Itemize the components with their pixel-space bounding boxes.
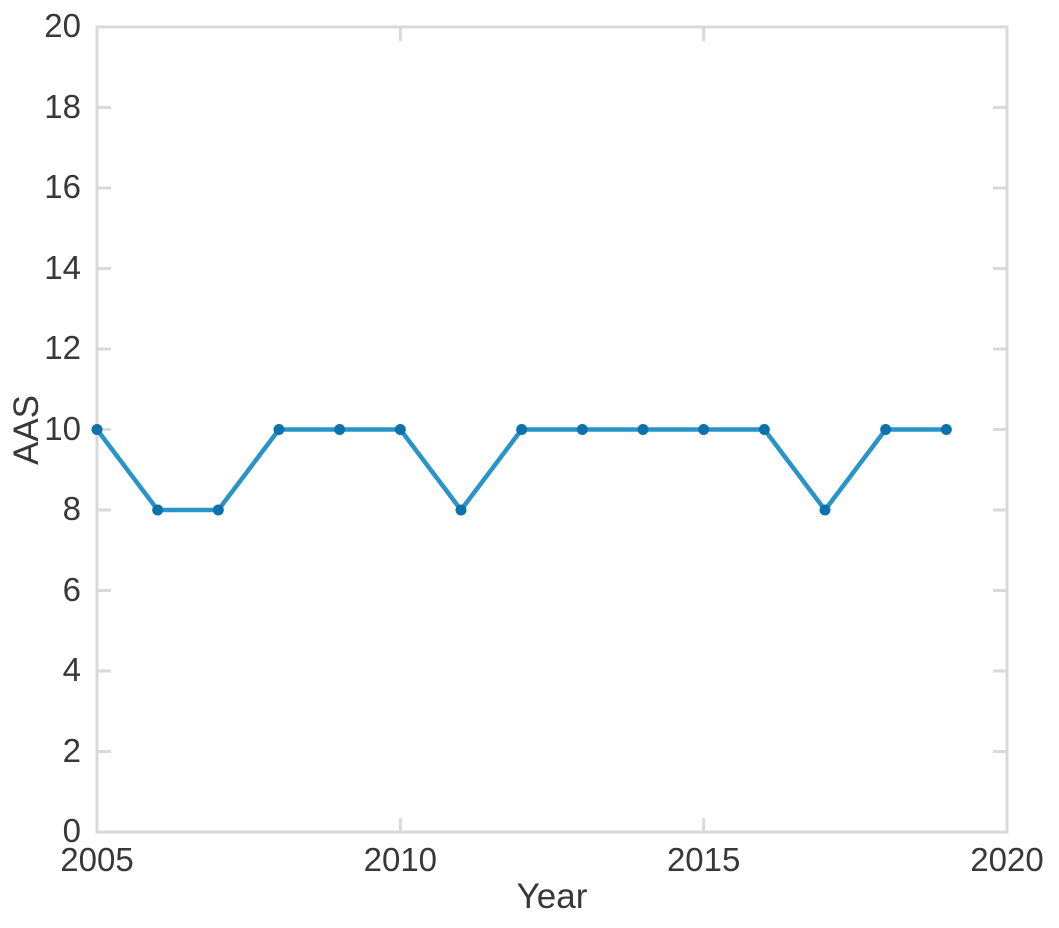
data-point-marker	[152, 504, 164, 516]
data-point-marker	[758, 424, 770, 435]
y-axis-label: AAS	[7, 394, 46, 466]
data-point-marker	[880, 424, 892, 435]
data-point-marker	[212, 504, 224, 516]
y-tick-label: 2	[62, 731, 81, 769]
y-tick-label: 12	[44, 329, 81, 367]
x-tick-label: 2015	[666, 841, 741, 878]
y-axis-tick-labels: 0 2 4 6 8 10 12 14 16 18 20	[0, 0, 81, 928]
data-point-marker	[91, 424, 103, 435]
x-tick-label: 2005	[60, 841, 134, 878]
data-point-marker	[334, 424, 346, 435]
x-axis-label: Year	[516, 877, 588, 916]
y-tick-label: 16	[44, 168, 81, 206]
data-point-marker	[698, 424, 710, 435]
y-tick-label: 6	[62, 570, 81, 608]
x-axis-tick-labels: 2005 2010 2015 2020	[0, 841, 1059, 883]
y-tick-label: 10	[44, 409, 81, 447]
data-point-marker	[394, 424, 406, 435]
y-tick-label: 18	[44, 87, 81, 125]
y-tick-label: 4	[62, 651, 81, 689]
y-tick-label: 14	[44, 248, 81, 286]
y-tick-label: 20	[44, 7, 81, 45]
data-point-marker	[516, 424, 528, 435]
data-point-marker	[455, 504, 467, 516]
y-tick-label: 8	[62, 490, 81, 528]
x-tick-label: 2010	[363, 841, 438, 878]
data-point-marker	[273, 424, 285, 435]
data-point-marker	[940, 424, 952, 435]
data-point-marker	[819, 504, 831, 516]
data-point-marker	[576, 424, 588, 435]
y-tick-label: 0	[62, 812, 81, 850]
data-point-marker	[637, 424, 649, 435]
x-tick-label: 2020	[970, 841, 1044, 878]
data-line	[95, 427, 947, 513]
